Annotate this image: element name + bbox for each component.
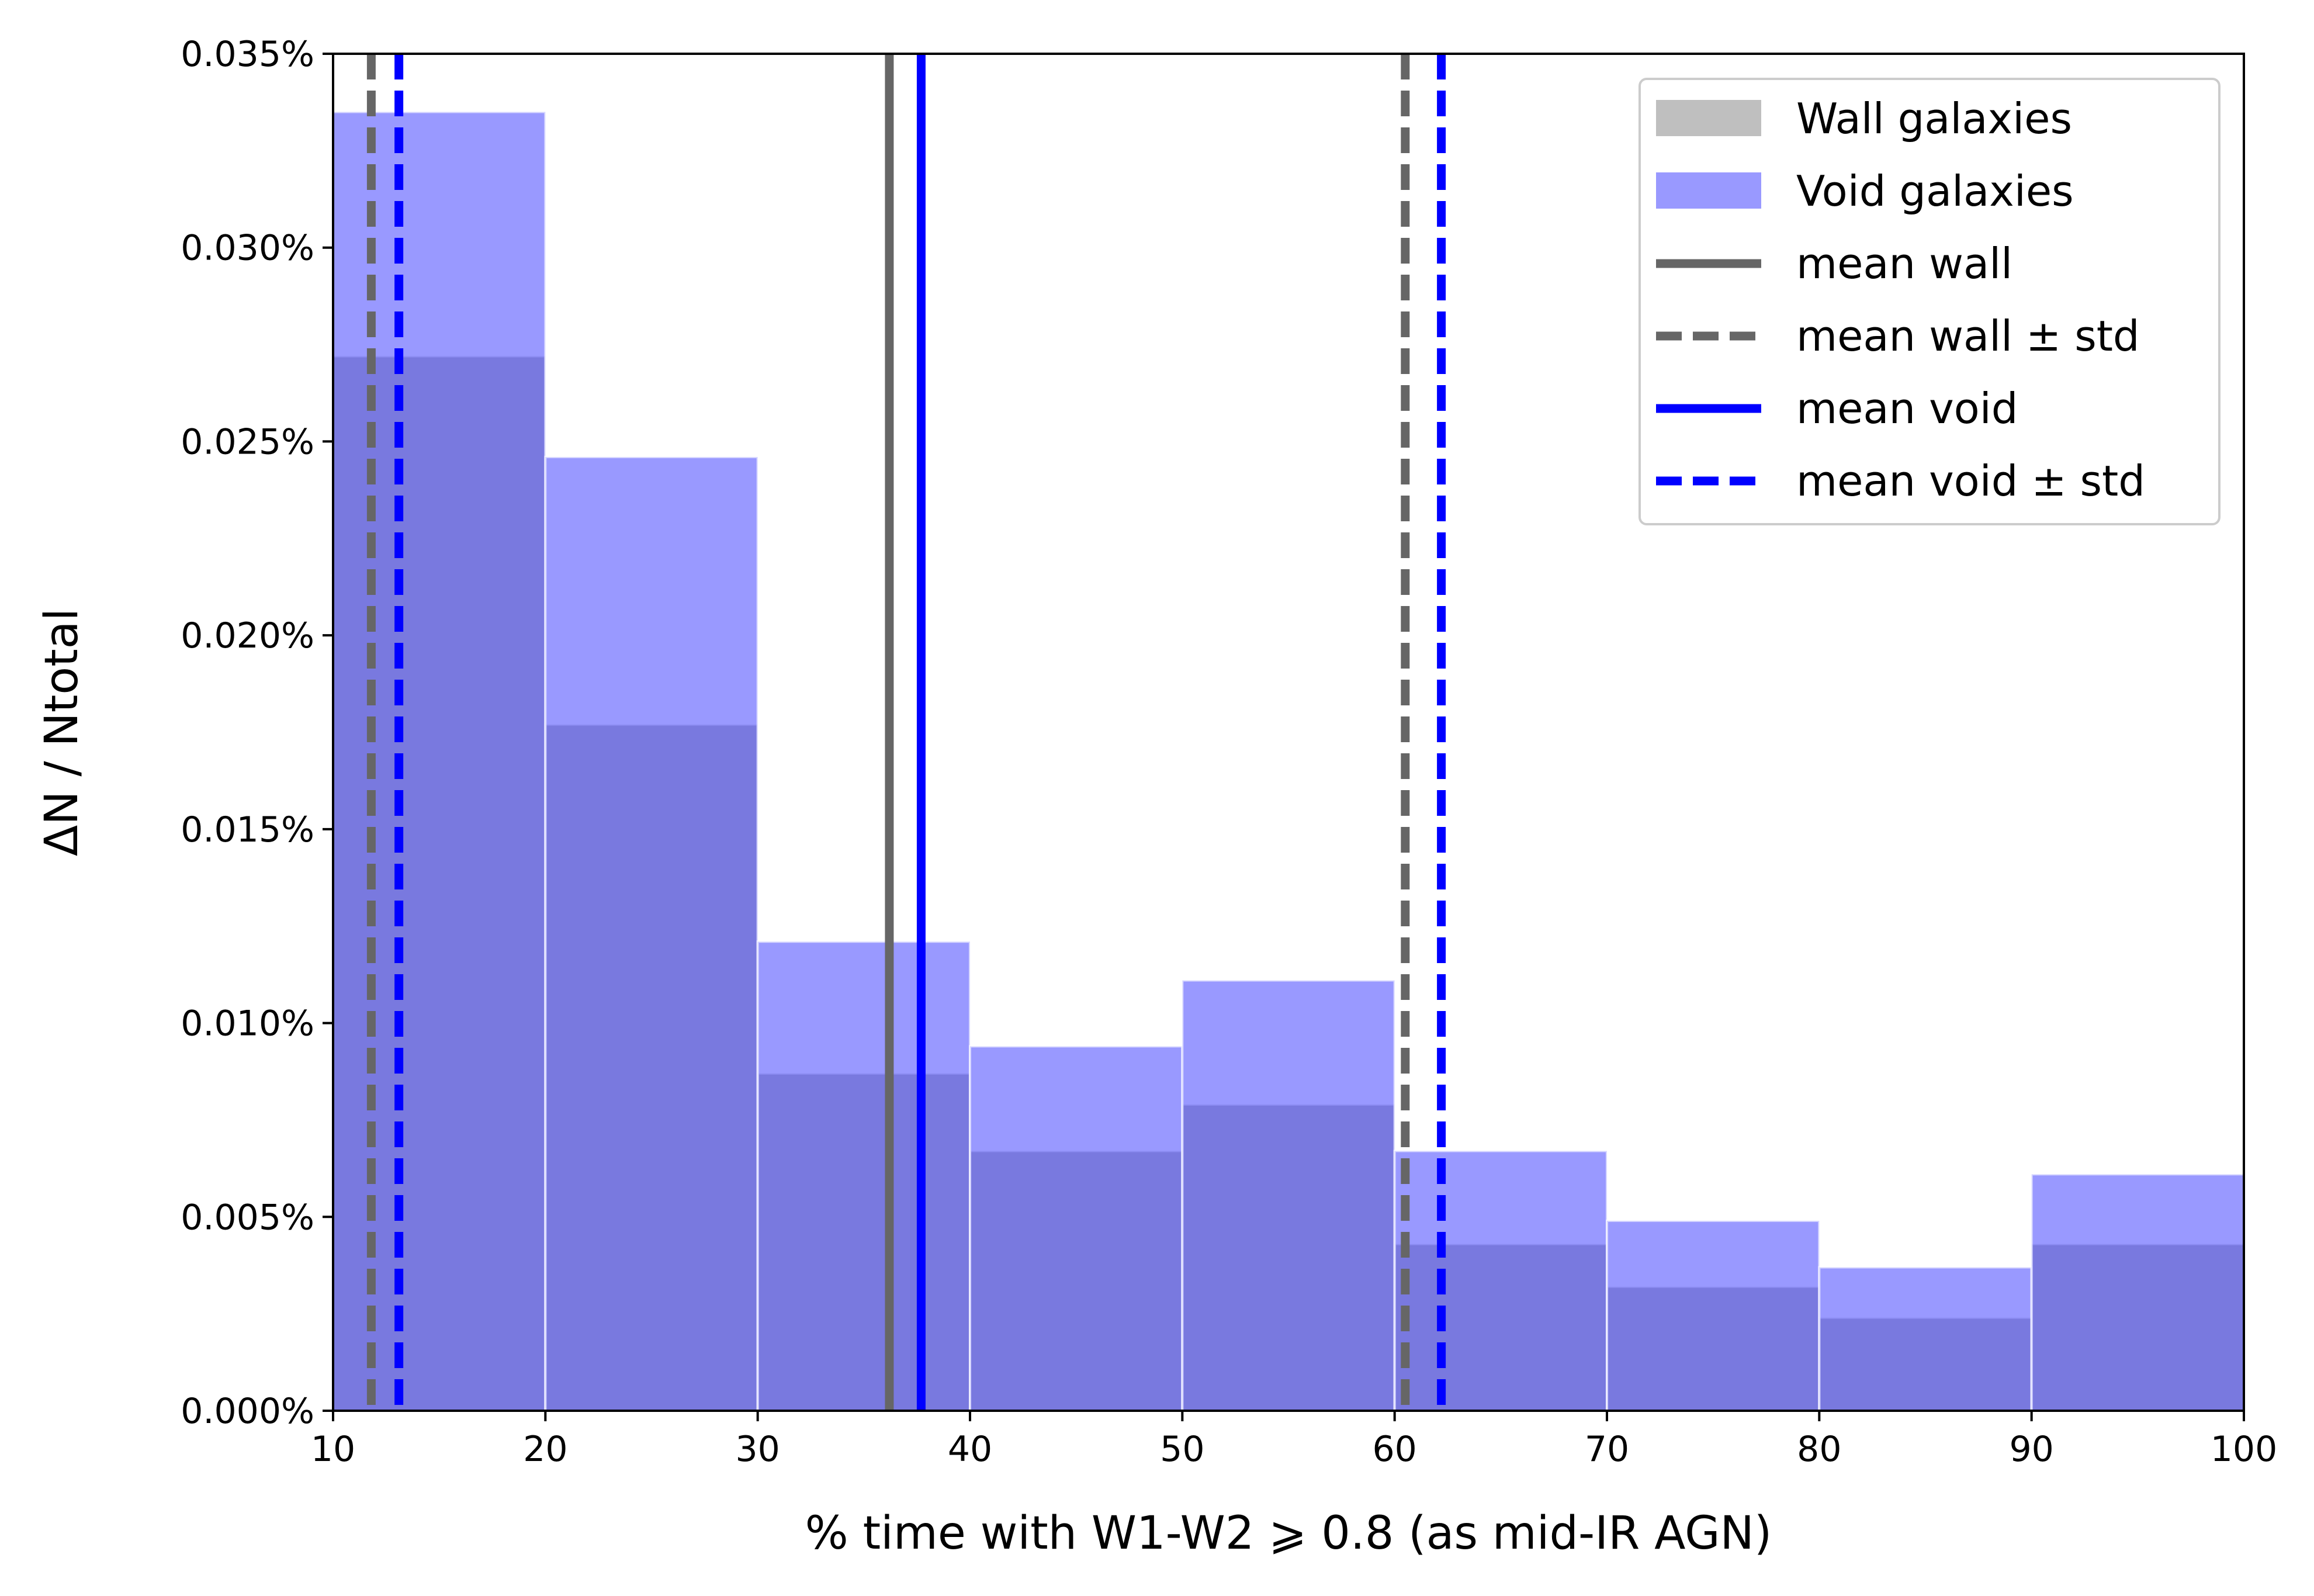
x-tick-label: 70	[1585, 1429, 1629, 1470]
legend-box	[1638, 78, 2221, 525]
x-tick-label: 40	[948, 1429, 992, 1470]
histogram-bar	[1393, 1150, 1609, 1411]
histogram-bar	[1818, 1266, 2033, 1411]
histogram-bar	[333, 110, 547, 1411]
y-tick-label: 0.030%	[181, 228, 314, 269]
y-tick-label: 0.035%	[181, 34, 314, 75]
x-tick-label: 60	[1372, 1429, 1416, 1470]
legend-label: mean wall	[1796, 239, 2012, 288]
y-tick-label: 0.020%	[181, 615, 314, 656]
legend-label: mean void ± std	[1796, 456, 2145, 506]
histogram-bar	[1181, 979, 1396, 1411]
x-tick-label: 90	[2009, 1429, 2053, 1470]
axes: 10 20 30 40 50 60 70 80 90 100 0.000% 0.005% 0.010% 0…	[181, 34, 2277, 1470]
legend-entry: mean wall ± std	[1656, 311, 2140, 361]
y-tick-label: 0.025%	[181, 421, 314, 462]
x-tick-label: 30	[735, 1429, 780, 1470]
x-tick-label: 10	[311, 1429, 355, 1470]
plot-area	[333, 54, 2244, 1411]
legend-swatch	[1656, 100, 1761, 136]
y-tick-label: 0.010%	[181, 1003, 314, 1044]
legend-label: mean wall ± std	[1796, 311, 2140, 361]
x-tick-label: 80	[1797, 1429, 1841, 1470]
legend: Wall galaxies Void galaxies mean wall mean …	[1638, 78, 2221, 525]
y-tick-label: 0.015%	[181, 809, 314, 850]
y-tick-label: 0.000%	[181, 1391, 314, 1432]
legend-entry: mean wall	[1656, 239, 2012, 288]
y-tick-label: 0.005%	[181, 1197, 314, 1238]
x-tick-label: 50	[1160, 1429, 1204, 1470]
legend-entry: mean void ± std	[1656, 456, 2145, 506]
axes-frame	[332, 53, 2245, 1412]
legend-entry: mean void	[1656, 384, 2018, 433]
histogram-bar	[2030, 1173, 2244, 1411]
x-axis-title: % time with W1-W2 ⩾ 0.8 (as mid-IR AGN)	[805, 1507, 1772, 1560]
legend-swatch	[1656, 172, 1761, 209]
histogram-bar	[1606, 1219, 1821, 1411]
legend-label: Wall galaxies	[1796, 94, 2072, 143]
histogram-bar	[544, 455, 759, 1411]
x-tick-label: 100	[2211, 1429, 2278, 1470]
histogram-bar	[969, 1045, 1184, 1411]
legend-label: Void galaxies	[1796, 167, 2074, 216]
legend-entry: Wall galaxies	[1656, 94, 2072, 143]
y-axis-title: ΔN / Ntotal	[36, 608, 88, 856]
legend-entry: Void galaxies	[1656, 167, 2074, 216]
plot-clip-group	[333, 54, 2244, 1411]
x-tick-label: 20	[523, 1429, 567, 1470]
legend-label: mean void	[1796, 384, 2018, 433]
histogram-bar	[756, 940, 971, 1411]
